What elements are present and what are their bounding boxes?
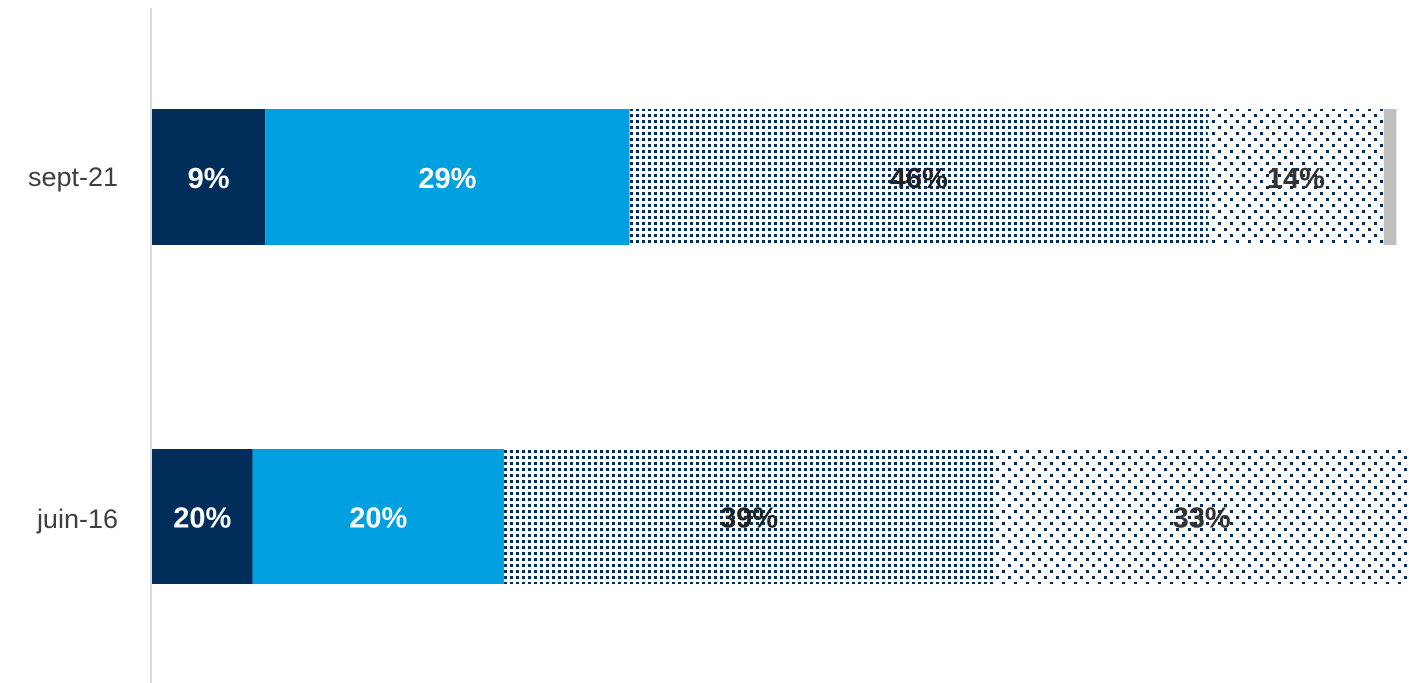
value-label-juin-16-series-1: 20% — [173, 503, 231, 535]
bar-segment-juin-16-series-2 — [252, 449, 504, 584]
bar-segments — [152, 109, 1409, 584]
value-label-sept-21-series-2: 29% — [418, 163, 476, 195]
bar-segment-sept-21-series-4 — [1207, 109, 1384, 245]
value-label-sept-21-series-4: 14% — [1267, 163, 1325, 195]
bar-segment-sept-21-series-5 — [1383, 109, 1397, 245]
bar-segment-sept-21-series-3 — [629, 109, 1208, 245]
category-label-juin-16: juin-16 — [36, 504, 118, 534]
value-label-sept-21-series-3: 46% — [890, 163, 948, 195]
value-label-juin-16-series-3: 39% — [720, 503, 778, 535]
value-label-juin-16-series-2: 20% — [349, 503, 407, 535]
value-label-juin-16-series-4: 33% — [1173, 503, 1231, 535]
value-labels: 9% 29% 46% 14% 20% 20% 39% 33% — [173, 163, 1325, 535]
bar-segment-juin-16-series-4 — [994, 449, 1409, 584]
bar-segment-juin-16-series-3 — [503, 449, 995, 584]
bar-segment-juin-16-series-1 — [152, 449, 253, 584]
value-label-sept-21-series-1: 9% — [188, 163, 230, 195]
bar-segment-sept-21-series-2 — [265, 109, 630, 245]
category-label-sept-21: sept-21 — [28, 162, 118, 192]
bar-segment-sept-21-series-1 — [152, 109, 266, 245]
